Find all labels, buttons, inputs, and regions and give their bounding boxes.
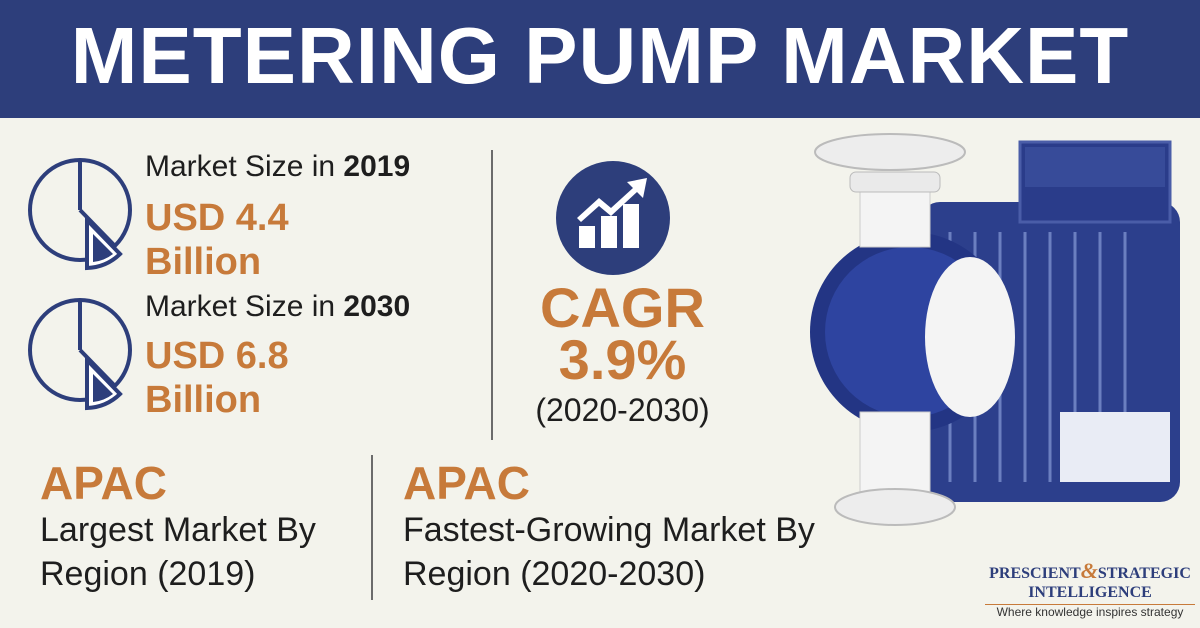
stat-value: USD 6.8 Billion xyxy=(145,334,345,422)
region-description: Fastest-Growing Market By Region (2020-2… xyxy=(403,511,815,593)
pump-illustration xyxy=(810,133,1180,526)
header-band xyxy=(0,0,1200,118)
cagr-period: (2020-2030) xyxy=(535,392,710,428)
stat-label-text: Market Size in xyxy=(145,290,336,323)
logo-word: PRESCIENT xyxy=(989,565,1081,582)
logo-amp: & xyxy=(1080,558,1098,583)
stat-label: Market Size in 2019 xyxy=(145,150,410,184)
logo-word: INTELLIGENCE xyxy=(1028,584,1152,601)
logo-tagline: Where knowledge inspires strategy xyxy=(985,604,1195,619)
logo: PRESCIENT&STRATEGIC INTELLIGENCE Where k… xyxy=(985,558,1195,619)
title: METERING PUMP MARKET xyxy=(70,11,1130,100)
cagr-value: 3.9% xyxy=(558,328,687,391)
currency: USD xyxy=(145,197,226,239)
stat-year: 2030 xyxy=(343,290,411,323)
divider xyxy=(491,150,493,440)
stat-year: 2019 xyxy=(343,150,411,183)
stat-label: Market Size in 2030 xyxy=(145,290,410,324)
currency: USD xyxy=(145,335,226,377)
growth-icon xyxy=(556,161,670,275)
cagr-label: CAGR xyxy=(540,276,705,339)
divider xyxy=(371,455,373,600)
stat-value: USD 4.4 Billion xyxy=(145,196,345,284)
amount: 6.8 xyxy=(235,335,289,377)
region-name: APAC xyxy=(403,457,530,509)
amount: 4.4 xyxy=(235,197,289,239)
logo-word: STRATEGIC xyxy=(1097,565,1191,582)
pie-icons xyxy=(28,158,132,411)
unit: Billion xyxy=(145,379,262,421)
region-name: APAC xyxy=(40,457,167,509)
stat-label-text: Market Size in xyxy=(145,150,336,183)
unit: Billion xyxy=(145,241,262,283)
region-description: Largest Market By Region (2019) xyxy=(40,511,316,593)
logo-line: PRESCIENT&STRATEGIC xyxy=(985,558,1195,584)
